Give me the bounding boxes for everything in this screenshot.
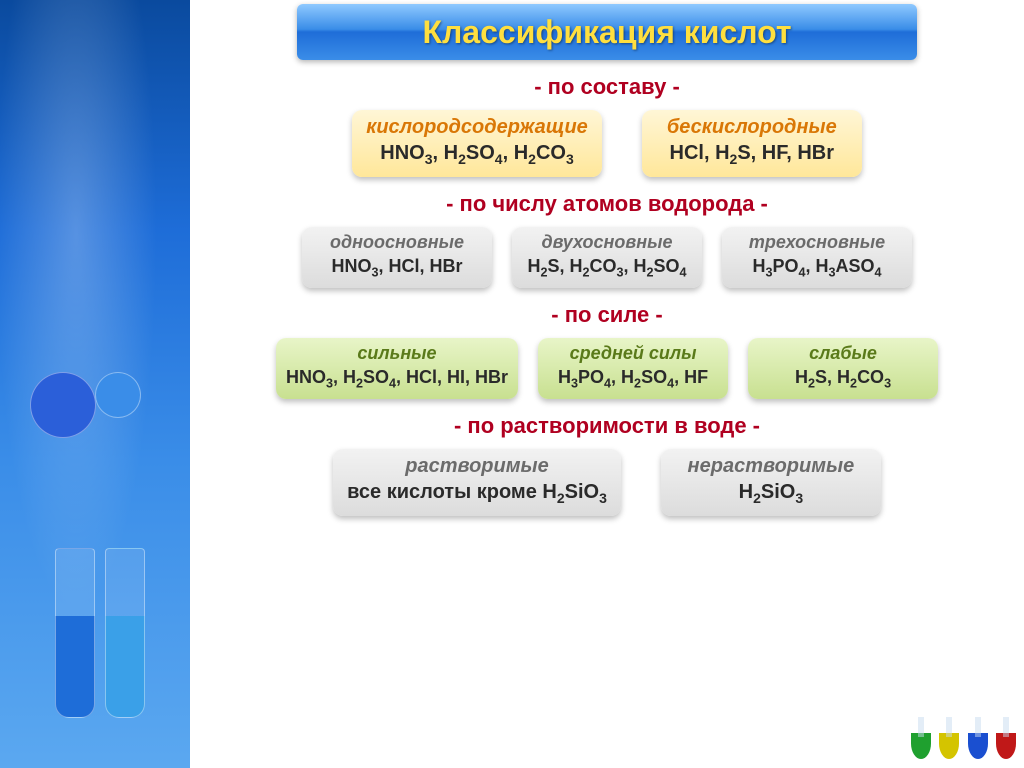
- flask-icon: [55, 548, 95, 718]
- card-weak: слабые H2S, H2CO3: [748, 338, 938, 399]
- card-caption: кислородсодержащие: [366, 116, 588, 139]
- card-strong: сильные HNO3, H2SO4, HCl, HI, HBr: [276, 338, 518, 399]
- card-body: HNO3, H2SO4, H2CO3: [366, 141, 588, 169]
- card-caption: одноосновные: [312, 232, 482, 253]
- card-caption: трехосновные: [732, 232, 902, 253]
- card-body: H3PO4, H3ASO4: [732, 255, 902, 281]
- card-tri: трехосновные H3PO4, H3ASO4: [722, 227, 912, 288]
- card-caption: средней силы: [548, 343, 718, 364]
- section-label-strength: - по силе -: [210, 302, 1004, 328]
- flask-icon: [95, 372, 141, 418]
- corner-flasks: [909, 717, 1018, 764]
- row-composition: кислородсодержащие HNO3, H2SO4, H2CO3 бе…: [210, 110, 1004, 177]
- card-caption: слабые: [758, 343, 928, 364]
- card-body: H2S, H2CO3, H2SO4: [522, 255, 692, 281]
- card-caption: двухосновные: [522, 232, 692, 253]
- card-nooxy: бескислородные HCl, H2S, HF, HBr: [642, 110, 862, 177]
- decorative-sidebar: [0, 0, 190, 768]
- card-oxy: кислородсодержащие HNO3, H2SO4, H2CO3: [352, 110, 602, 177]
- card-caption: сильные: [286, 343, 508, 364]
- row-strength: сильные HNO3, H2SO4, HCl, HI, HBr средне…: [210, 338, 1004, 399]
- card-body: HNO3, H2SO4, HCl, HI, HBr: [286, 366, 508, 392]
- section-label-composition: - по составу -: [210, 74, 1004, 100]
- card-body: HCl, H2S, HF, HBr: [656, 141, 848, 169]
- row-hydrogen: одноосновные HNO3, HCl, HBr двухосновные…: [210, 227, 1004, 288]
- card-body: все кислоты кроме H2SiO3: [347, 480, 607, 508]
- page-title-bar: Классификация кислот: [297, 4, 917, 60]
- card-caption: нерастворимые: [675, 455, 867, 478]
- card-mono: одноосновные HNO3, HCl, HBr: [302, 227, 492, 288]
- flask-icon: [996, 717, 1016, 759]
- card-caption: бескислородные: [656, 116, 848, 139]
- row-solubility: растворимые все кислоты кроме H2SiO3 нер…: [210, 449, 1004, 516]
- section-label-solubility: - по растворимости в воде -: [210, 413, 1004, 439]
- flask-icon: [105, 548, 145, 718]
- flask-icon: [968, 717, 988, 759]
- card-insoluble: нерастворимые H2SiO3: [661, 449, 881, 516]
- main-content: Классификация кислот - по составу - кисл…: [190, 0, 1024, 768]
- card-body: H2SiO3: [675, 480, 867, 508]
- card-soluble: растворимые все кислоты кроме H2SiO3: [333, 449, 621, 516]
- card-caption: растворимые: [347, 455, 607, 478]
- card-body: H2S, H2CO3: [758, 366, 928, 392]
- section-label-hydrogen: - по числу атомов водорода -: [210, 191, 1004, 217]
- page-title: Классификация кислот: [422, 14, 791, 51]
- flask-icon: [939, 717, 959, 759]
- card-medium: средней силы H3PO4, H2SO4, HF: [538, 338, 728, 399]
- flask-icon: [911, 717, 931, 759]
- flask-icon: [30, 372, 96, 438]
- card-di: двухосновные H2S, H2CO3, H2SO4: [512, 227, 702, 288]
- card-body: H3PO4, H2SO4, HF: [548, 366, 718, 392]
- card-body: HNO3, HCl, HBr: [312, 255, 482, 281]
